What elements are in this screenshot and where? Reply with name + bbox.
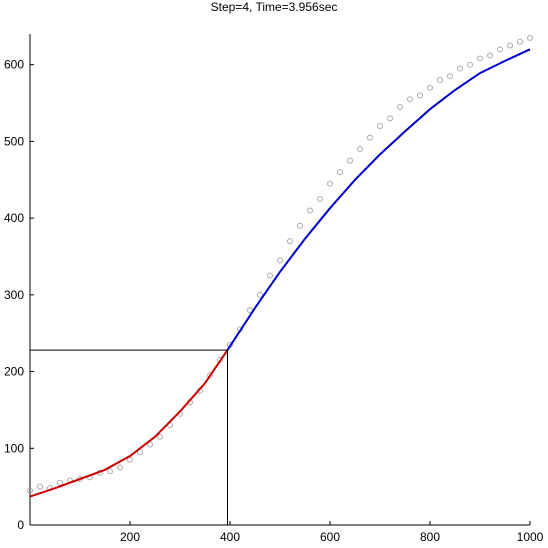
tick-labels: 200 400 600 800 1000 0 100 200 300 400 500 600 <box>4 58 544 544</box>
x-tick-label: 200 <box>120 530 140 544</box>
data-point <box>497 46 503 53</box>
data-point <box>347 157 353 164</box>
data-point <box>257 291 263 298</box>
data-point <box>267 272 273 279</box>
x-tick-label: 800 <box>420 530 440 544</box>
data-point <box>377 123 383 130</box>
data-point <box>327 180 333 187</box>
data-point <box>147 441 153 448</box>
data-point <box>337 169 343 176</box>
fit-curve-right <box>226 48 531 351</box>
data-point <box>457 65 463 72</box>
data-point <box>127 456 133 463</box>
data-point <box>317 195 323 202</box>
fit-curves <box>29 48 531 498</box>
data-point <box>447 73 453 80</box>
data-point <box>157 433 163 440</box>
data-point <box>137 449 143 456</box>
y-tick-label: 0 <box>17 518 24 532</box>
data-point <box>437 77 443 84</box>
data-point <box>57 479 63 486</box>
x-tick-label: 1000 <box>517 530 544 544</box>
data-point <box>397 103 403 110</box>
data-point <box>107 468 113 475</box>
fit-curve-left <box>29 349 229 498</box>
data-point <box>297 222 303 229</box>
data-point <box>357 146 363 153</box>
chart-title: Step=4, Time=3.956sec <box>210 0 338 14</box>
x-tick-label: 600 <box>320 530 340 544</box>
data-point <box>477 55 483 62</box>
data-point <box>527 34 533 41</box>
data-point <box>517 38 523 45</box>
y-tick-label: 400 <box>4 211 24 225</box>
y-tick-label: 200 <box>4 365 24 379</box>
data-point <box>367 134 373 141</box>
data-point <box>387 115 393 122</box>
data-points <box>27 34 533 494</box>
data-point <box>207 372 213 379</box>
data-point <box>37 483 43 490</box>
data-point <box>467 61 473 68</box>
data-point <box>307 207 313 214</box>
y-tick-label: 500 <box>4 134 24 148</box>
y-tick-label: 100 <box>4 441 24 455</box>
data-point <box>287 238 293 245</box>
data-point <box>27 487 33 494</box>
x-tick-label: 400 <box>220 530 240 544</box>
axes <box>29 34 531 526</box>
data-point <box>117 464 123 471</box>
data-point <box>407 96 413 103</box>
y-tick-label: 600 <box>4 58 24 72</box>
data-point <box>417 92 423 99</box>
data-point <box>487 52 493 59</box>
data-point <box>277 257 283 264</box>
guide-lines <box>30 349 228 525</box>
data-point <box>427 84 433 91</box>
y-tick-label: 300 <box>4 288 24 302</box>
data-point <box>507 42 513 49</box>
